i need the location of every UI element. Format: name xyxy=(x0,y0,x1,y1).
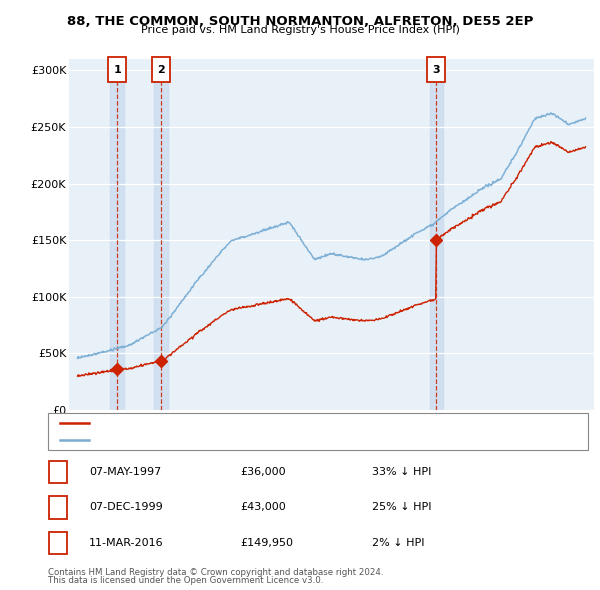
Text: 88, THE COMMON, SOUTH NORMANTON, ALFRETON, DE55 2EP: 88, THE COMMON, SOUTH NORMANTON, ALFRETO… xyxy=(67,15,533,28)
Text: £36,000: £36,000 xyxy=(240,467,286,477)
Bar xyxy=(154,59,167,410)
Text: Contains HM Land Registry data © Crown copyright and database right 2024.: Contains HM Land Registry data © Crown c… xyxy=(48,568,383,577)
Bar xyxy=(110,59,124,410)
Text: 1: 1 xyxy=(113,64,121,74)
Text: This data is licensed under the Open Government Licence v3.0.: This data is licensed under the Open Gov… xyxy=(48,576,323,585)
Text: 88, THE COMMON, SOUTH NORMANTON, ALFRETON, DE55 2EP (detached house): 88, THE COMMON, SOUTH NORMANTON, ALFRETO… xyxy=(95,418,492,428)
Text: Price paid vs. HM Land Registry's House Price Index (HPI): Price paid vs. HM Land Registry's House … xyxy=(140,25,460,35)
Text: £149,950: £149,950 xyxy=(240,538,293,548)
Text: 07-MAY-1997: 07-MAY-1997 xyxy=(89,467,161,477)
Text: 2: 2 xyxy=(157,64,164,74)
Text: 33% ↓ HPI: 33% ↓ HPI xyxy=(372,467,431,477)
Text: 25% ↓ HPI: 25% ↓ HPI xyxy=(372,503,431,512)
Text: £43,000: £43,000 xyxy=(240,503,286,512)
Bar xyxy=(430,59,443,410)
Text: 3: 3 xyxy=(433,64,440,74)
Text: 2% ↓ HPI: 2% ↓ HPI xyxy=(372,538,425,548)
Text: HPI: Average price, detached house, Bolsover: HPI: Average price, detached house, Bols… xyxy=(95,435,318,445)
Text: 3: 3 xyxy=(55,538,62,548)
Text: 1: 1 xyxy=(55,467,62,477)
Text: 2: 2 xyxy=(55,503,62,512)
Text: 11-MAR-2016: 11-MAR-2016 xyxy=(89,538,163,548)
Text: 07-DEC-1999: 07-DEC-1999 xyxy=(89,503,163,512)
